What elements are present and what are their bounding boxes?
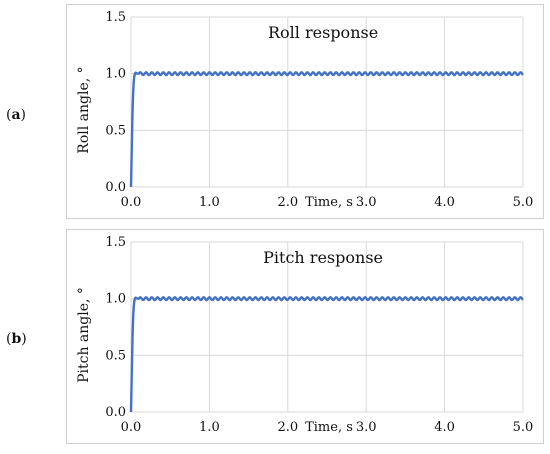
series-line bbox=[129, 296, 524, 413]
x-tick-label: 4.0 bbox=[434, 420, 455, 435]
x-axis-label: Time, s bbox=[305, 195, 353, 210]
y-tick-label: 0.0 bbox=[105, 180, 126, 195]
x-tick-label: 3.0 bbox=[356, 420, 377, 435]
y-tick-label: 1.0 bbox=[105, 67, 126, 82]
y-tick-label: 0.5 bbox=[105, 348, 126, 363]
x-tick-label: 5.0 bbox=[513, 195, 534, 210]
chart-title: Pitch response bbox=[263, 248, 383, 267]
chart-frame bbox=[66, 4, 544, 219]
x-tick-label: 2.0 bbox=[277, 195, 298, 210]
x-tick-label: 0.0 bbox=[121, 420, 142, 435]
y-axis-label: Roll angle, ° bbox=[76, 66, 92, 153]
series-line bbox=[129, 71, 524, 188]
chart-title: Roll response bbox=[268, 23, 378, 42]
x-tick-label: 3.0 bbox=[356, 195, 377, 210]
x-axis-label: Time, s bbox=[305, 420, 353, 435]
roll-response-chart: 0.0 0.5 1.0 1.5 0.0 1.0 2.0 3.0 4.0 5.0 Time, s Rol… bbox=[66, 4, 544, 219]
x-tick-label: 5.0 bbox=[513, 420, 534, 435]
y-tick-label: 1.0 bbox=[105, 292, 126, 307]
chart-frame bbox=[66, 229, 544, 444]
y-axis-label: Pitch angle, ° bbox=[76, 287, 92, 383]
y-tick-label: 0.5 bbox=[105, 123, 126, 138]
x-tick-label: 1.0 bbox=[199, 195, 220, 210]
x-tick-label: 2.0 bbox=[277, 420, 298, 435]
y-tick-label: 0.0 bbox=[105, 405, 126, 420]
panel-label-a: (a) bbox=[6, 107, 27, 123]
y-tick-label: 1.5 bbox=[105, 10, 126, 25]
pitch-response-chart: 0.0 0.5 1.0 1.5 0.0 1.0 2.0 3.0 4.0 5.0 Time, s Pit… bbox=[66, 229, 544, 444]
x-tick-label: 1.0 bbox=[199, 420, 220, 435]
x-tick-label: 0.0 bbox=[121, 195, 142, 210]
panel-label-b: (b) bbox=[6, 331, 27, 347]
x-tick-label: 4.0 bbox=[434, 195, 455, 210]
y-tick-label: 1.5 bbox=[105, 235, 126, 250]
